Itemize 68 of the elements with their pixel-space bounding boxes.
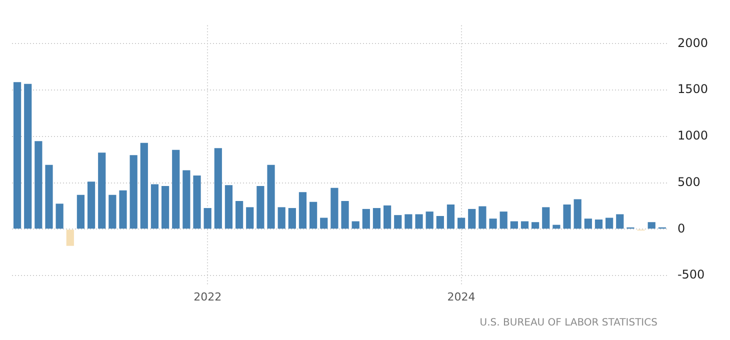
bar <box>214 148 222 229</box>
bar <box>298 192 307 229</box>
bar <box>140 142 148 229</box>
bar <box>288 208 296 229</box>
bar <box>34 141 42 229</box>
bar <box>415 214 423 229</box>
y-tick-label: 0 <box>677 221 686 236</box>
bar <box>436 216 444 229</box>
bar <box>584 218 592 229</box>
bar <box>542 207 550 229</box>
x-tick-label: 2022 <box>194 290 222 304</box>
bar <box>532 222 540 229</box>
bar <box>594 220 603 229</box>
y-tick-label: 1000 <box>677 128 708 143</box>
text: U.S. BUREAU OF LABOR STATISTICS <box>480 318 658 329</box>
bar <box>384 205 392 229</box>
bar <box>489 218 497 229</box>
bar <box>130 155 138 229</box>
bar <box>172 150 180 229</box>
bar <box>182 170 190 229</box>
bar <box>320 218 328 229</box>
bar <box>341 200 349 229</box>
bar <box>478 206 486 229</box>
bar <box>24 84 32 229</box>
bar <box>256 186 264 229</box>
bar <box>246 207 254 229</box>
y-tick-label: 500 <box>677 174 700 189</box>
bar <box>458 218 466 229</box>
bar <box>56 204 64 229</box>
bar <box>500 212 508 229</box>
y-tick-label: 2000 <box>677 36 708 50</box>
bar <box>150 184 159 229</box>
bar <box>235 200 244 229</box>
y-tick-label: 1500 <box>677 82 708 96</box>
bar <box>66 230 74 246</box>
bar <box>616 214 624 229</box>
bar <box>606 218 614 229</box>
bar <box>552 224 560 229</box>
bar <box>224 185 233 229</box>
bar <box>352 221 360 229</box>
bar <box>45 164 53 229</box>
bar <box>13 82 22 229</box>
bar <box>119 190 127 229</box>
x-tick-label: 2024 <box>447 290 476 304</box>
bar <box>267 164 275 229</box>
bar <box>520 221 529 229</box>
bar <box>426 212 434 229</box>
bar <box>574 199 582 229</box>
bar <box>372 208 381 229</box>
bar <box>204 208 212 229</box>
bar <box>648 222 656 229</box>
bar <box>404 214 412 229</box>
bar <box>446 204 455 229</box>
bar <box>309 202 318 229</box>
bar <box>394 215 402 229</box>
bar <box>510 221 518 229</box>
bar <box>76 194 85 229</box>
bar <box>87 182 96 229</box>
bar <box>193 175 201 229</box>
bar <box>161 186 170 229</box>
bar <box>563 204 571 229</box>
bar <box>98 152 106 229</box>
bar <box>362 208 370 229</box>
bar <box>330 188 338 229</box>
y-tick-label: -500 <box>677 268 705 282</box>
bar <box>108 194 116 229</box>
bar <box>468 208 476 229</box>
bar <box>278 207 286 229</box>
